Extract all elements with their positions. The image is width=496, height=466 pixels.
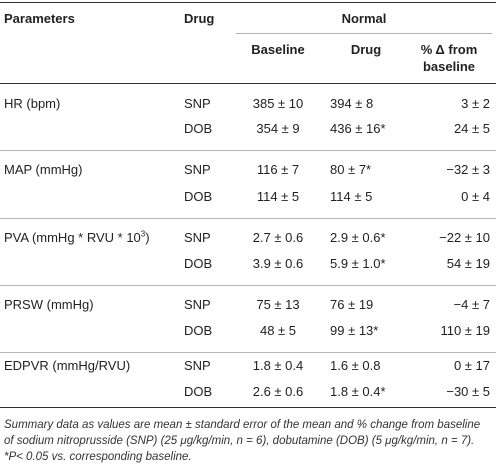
pct-change-cell: 3 ± 2: [461, 96, 490, 111]
drug-value-cell: 394 ± 8: [330, 96, 374, 111]
param-pva-close: ): [145, 230, 150, 245]
drug-value-cell: 99 ± 13*: [330, 323, 379, 338]
drug-value-cell: 80 ± 7*: [330, 162, 372, 177]
param-map: MAP (mmHg): [4, 162, 83, 177]
drug-cell: DOB: [184, 323, 213, 338]
pct-change-cell: −4 ± 7: [453, 297, 490, 312]
header-pct-change-line1: % Δ from: [420, 42, 478, 57]
header-parameters: Parameters: [4, 11, 75, 26]
table-caption: Summary data as values are mean ± standa…: [4, 419, 481, 463]
drug-cell: SNP: [184, 162, 211, 177]
baseline-cell: 114 ± 5: [256, 189, 300, 204]
drug-value-cell: 76 ± 19: [330, 297, 374, 312]
table-top-rule: [0, 2, 496, 3]
baseline-cell: 1.8 ± 0.4: [252, 358, 304, 373]
drug-cell: DOB: [184, 189, 213, 204]
baseline-cell: 2.6 ± 0.6: [252, 384, 304, 399]
drug-cell: SNP: [184, 358, 211, 373]
drug-cell: DOB: [184, 384, 213, 399]
normal-subrule: [236, 33, 492, 34]
param-pva-text: PVA (mmHg * RVU * 10: [4, 230, 141, 245]
drug-value-cell: 436 ± 16*: [330, 121, 386, 136]
pct-change-cell: 0 ± 17: [453, 358, 490, 373]
drug-cell: DOB: [184, 121, 213, 136]
pct-change-cell: 54 ± 19: [446, 256, 490, 271]
group-divider: [0, 285, 496, 286]
drug-cell: SNP: [184, 230, 211, 245]
group-divider: [0, 150, 496, 151]
header-baseline: Baseline: [251, 42, 305, 57]
group-divider: [0, 352, 496, 353]
drug-value-cell: 5.9 ± 1.0*: [330, 256, 386, 271]
drug-value-cell: 1.8 ± 0.4*: [330, 384, 386, 399]
pct-change-cell: −22 ± 10: [439, 230, 490, 245]
pct-change-cell: 110 ± 19: [440, 323, 490, 338]
param-pva: PVA (mmHg * RVU * 103): [4, 230, 150, 246]
baseline-cell: 354 ± 9: [256, 121, 300, 136]
param-edpvr: EDPVR (mmHg/RVU): [4, 358, 131, 373]
header-drug-value: Drug: [350, 42, 382, 57]
drug-cell: SNP: [184, 96, 211, 111]
drug-cell: SNP: [184, 297, 211, 312]
drug-value-cell: 1.6 ± 0.8: [330, 358, 381, 373]
param-pva-exponent: 3: [140, 229, 146, 239]
table-bottom-rule: [0, 407, 496, 408]
baseline-cell: 116 ± 7: [256, 162, 300, 177]
baseline-cell: 75 ± 13: [256, 297, 300, 312]
param-hr: HR (bpm): [4, 96, 61, 111]
pct-change-cell: 0 ± 4: [461, 189, 490, 204]
baseline-cell: 48 ± 5: [259, 323, 297, 338]
baseline-cell: 3.9 ± 0.6: [252, 256, 304, 271]
header-normal: Normal: [341, 11, 387, 26]
header-drug: Drug: [184, 11, 215, 26]
pct-change-cell: −30 ± 5: [446, 384, 490, 399]
header-bottom-rule: [0, 83, 496, 84]
drug-cell: DOB: [184, 256, 213, 271]
pct-change-cell: −32 ± 3: [446, 162, 490, 177]
baseline-cell: 2.7 ± 0.6: [252, 230, 304, 245]
header-pct-change-line2: baseline: [422, 59, 476, 74]
drug-value-cell: 2.9 ± 0.6*: [330, 230, 386, 245]
param-prsw: PRSW (mmHg): [4, 297, 94, 312]
baseline-cell: 385 ± 10: [252, 96, 304, 111]
pct-change-cell: 24 ± 5: [453, 121, 490, 136]
drug-value-cell: 114 ± 5: [330, 189, 373, 204]
group-divider: [0, 218, 496, 219]
